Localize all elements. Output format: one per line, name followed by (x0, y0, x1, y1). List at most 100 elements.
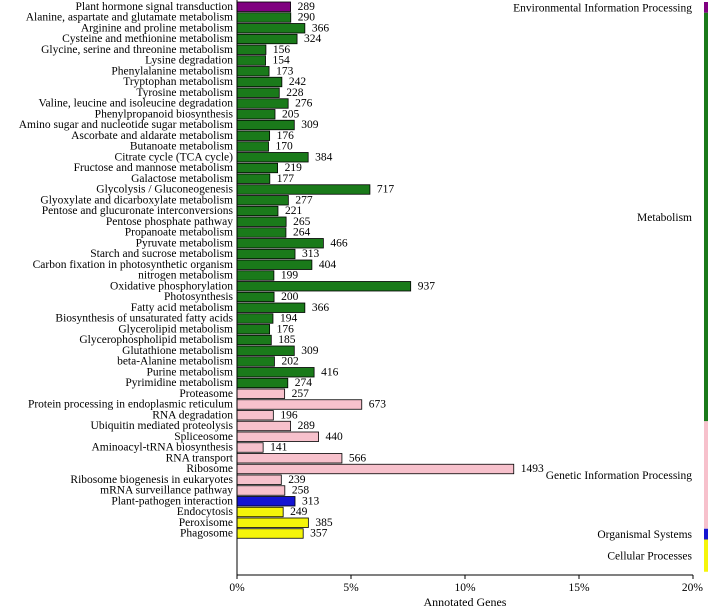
category-label: Lysine degradation (145, 55, 233, 67)
bar-row: Proteasome 257 (179, 388, 309, 400)
bar (236, 334, 272, 346)
bar (236, 238, 324, 249)
value-label: 404 (319, 259, 337, 271)
bar-row: Aminoacyl-tRNA biosynthesis 141 (91, 442, 287, 454)
bar-row: RNA degradation 196 (152, 409, 298, 421)
category-label: Ubiquitin mediated proteolysis (91, 420, 234, 432)
bar-row: Oxidative phosphorylation 937 (110, 280, 435, 292)
value-label: 199 (281, 270, 299, 282)
value-label: 219 (285, 162, 303, 174)
value-label: 277 (295, 194, 313, 206)
bar-row: Ribosome 1493 (186, 463, 544, 475)
bar (236, 162, 278, 174)
bar-row: Butanoate metabolism 170 (130, 141, 293, 153)
category-label: Butanoate metabolism (130, 141, 233, 153)
bar (236, 141, 269, 152)
category-label: Valine, leucine and isoleucine degradati… (39, 98, 234, 110)
value-label: 154 (273, 55, 291, 67)
bar (236, 453, 343, 464)
bar-row: Pentose and glucuronate interconversions… (42, 205, 303, 217)
bar-row: Tyrosine metabolism 228 (136, 87, 303, 99)
value-label: 196 (280, 409, 298, 421)
x-tick-label: 0% (229, 582, 245, 594)
bar-row: Glycerophospholipid metabolism 185 (79, 334, 295, 346)
bar-row: Plant-pathogen interaction 313 (111, 495, 319, 507)
value-label: 276 (295, 98, 313, 110)
category-label: Aminoacyl-tRNA biosynthesis (91, 442, 233, 454)
bar (236, 130, 271, 141)
bar (236, 98, 289, 109)
bar-row: Ubiquitin mediated proteolysis 289 (91, 420, 316, 432)
bar-row: Phenylpropanoid biosynthesis 205 (95, 108, 300, 120)
category-label: Propanoate metabolism (125, 227, 233, 239)
category-label: Peroxisome (179, 517, 233, 529)
x-tick-label: 10% (454, 582, 476, 594)
category-label: Ascorbate and aldarate metabolism (71, 130, 233, 142)
group-strip-segment (704, 528, 708, 540)
group-label: Cellular Processes (607, 551, 692, 563)
value-label: 265 (293, 216, 311, 228)
value-label: 937 (418, 280, 436, 292)
value-label: 170 (276, 141, 294, 153)
bar (236, 377, 289, 389)
value-label: 1493 (521, 463, 544, 475)
bar (236, 195, 289, 206)
bar (236, 367, 315, 378)
category-label: Pentose and glucuronate interconversions (42, 205, 234, 217)
category-label: Protein processing in endoplasmic reticu… (28, 399, 233, 411)
value-label: 239 (288, 474, 306, 486)
category-label: Amino sugar and nucleotide sugar metabol… (19, 119, 233, 131)
bar (236, 152, 309, 163)
bar-row: Alanine, aspartate and glutamate metabol… (26, 12, 316, 24)
bar (236, 399, 363, 410)
bar (236, 313, 274, 324)
category-label: mRNA surveillance pathway (100, 485, 233, 497)
bar-row: Lysine degradation 154 (145, 55, 290, 67)
value-label: 176 (277, 323, 295, 335)
value-label: 156 (273, 44, 291, 56)
category-label: Glutathione metabolism (122, 345, 233, 357)
category-label: Citrate cycle (TCA cycle) (115, 151, 234, 163)
group-strip-segment (704, 539, 708, 572)
category-label: Purine metabolism (146, 366, 233, 378)
bar-row: Purine metabolism 416 (146, 366, 338, 378)
bar (236, 496, 296, 507)
category-label: Galactose metabolism (131, 173, 233, 185)
bar-row: Amino sugar and nucleotide sugar metabol… (19, 119, 319, 131)
value-label: 466 (330, 237, 348, 249)
bar (236, 485, 286, 496)
value-label: 366 (312, 302, 330, 314)
value-label: 200 (281, 291, 299, 303)
bar-row: Propanoate metabolism 264 (125, 227, 311, 239)
bar (236, 356, 275, 367)
bar (236, 270, 275, 281)
bar (236, 76, 283, 88)
x-axis-title: Annotated Genes (424, 595, 507, 609)
value-label: 264 (293, 227, 311, 239)
bar (236, 33, 298, 45)
category-label: Glycerolipid metabolism (118, 323, 233, 335)
x-tick-label: 5% (343, 582, 359, 594)
bar-row: Phagosome 357 (180, 528, 328, 540)
category-label: Proteasome (179, 388, 233, 400)
group-label: Metabolism (637, 212, 692, 224)
bar (236, 420, 291, 432)
bar (236, 248, 296, 260)
bar-row: Ribosome biogenesis in eukaryotes 239 (70, 474, 305, 486)
bar (236, 517, 309, 528)
value-label: 440 (326, 431, 344, 443)
bar (236, 324, 271, 335)
bar (236, 87, 280, 98)
group-label: Organismal Systems (597, 529, 692, 541)
bar (236, 474, 282, 485)
bar (236, 184, 371, 195)
value-label: 274 (295, 377, 313, 389)
category-label: Phagosome (180, 528, 233, 540)
category-label: nitrogen metabolism (138, 270, 233, 282)
bar (236, 302, 306, 313)
bar-row: Fructose and mannose metabolism 219 (74, 162, 302, 174)
bar-row: Biosynthesis of unsaturated fatty acids 1… (55, 313, 297, 325)
category-label: Glyoxylate and dicarboxylate metabolism (40, 194, 233, 206)
bar-row: Protein processing in endoplasmic reticu… (28, 399, 386, 411)
bar (236, 205, 279, 217)
